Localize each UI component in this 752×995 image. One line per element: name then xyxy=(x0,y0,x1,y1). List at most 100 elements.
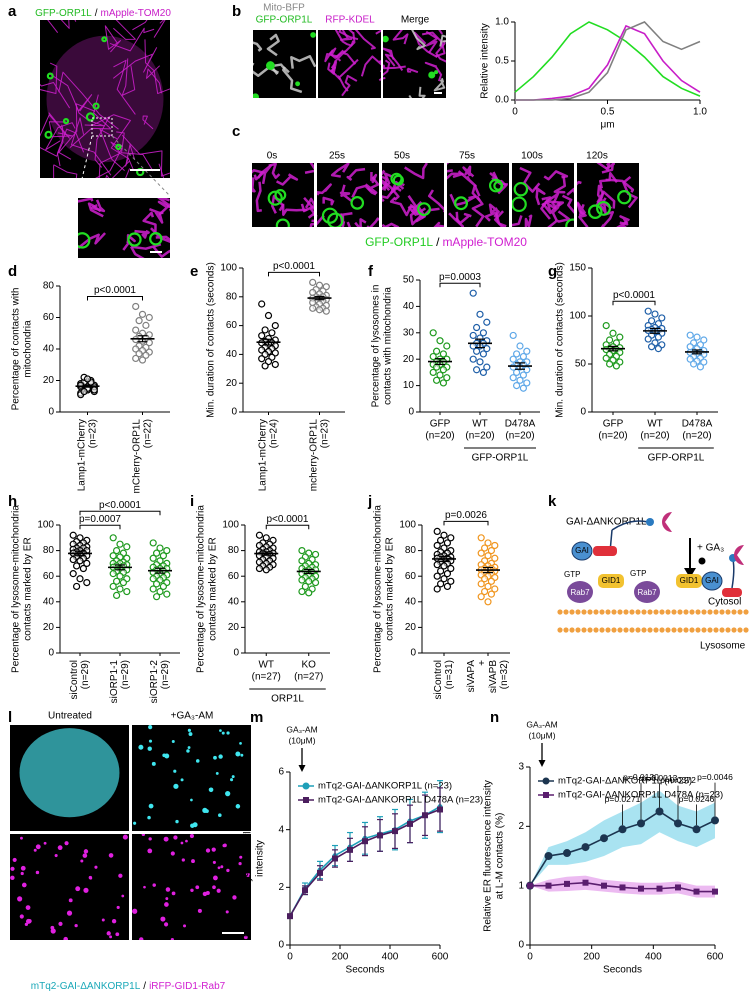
structure xyxy=(334,30,355,47)
x-tick-label: siVAPB xyxy=(488,660,499,693)
panel-label: f xyxy=(368,263,374,280)
marker xyxy=(437,806,443,813)
data-point xyxy=(487,590,495,598)
data-point xyxy=(644,307,652,315)
lipid xyxy=(659,627,665,633)
x-tick-label: (n=23) xyxy=(88,419,99,448)
vesicle xyxy=(253,93,259,98)
data-point xyxy=(258,300,266,308)
marker xyxy=(600,834,608,843)
structure xyxy=(605,178,635,193)
vesicle xyxy=(218,813,222,817)
data-point xyxy=(159,582,167,591)
y-tick-label: 40 xyxy=(405,596,417,607)
data-point xyxy=(79,564,88,573)
vesicle xyxy=(181,858,185,862)
gid1 xyxy=(598,574,624,588)
data-point xyxy=(439,350,447,358)
vesicle xyxy=(127,232,142,247)
lipid xyxy=(731,609,737,615)
data-point xyxy=(298,557,306,565)
y-tick-label: 80 xyxy=(43,281,55,292)
legend-marker xyxy=(302,782,310,790)
data-point xyxy=(109,552,117,560)
micrograph xyxy=(40,20,170,178)
vesicle xyxy=(116,905,120,910)
vesicle xyxy=(190,888,194,893)
data-point xyxy=(609,329,617,337)
y-tick-label: 80 xyxy=(405,545,417,556)
vesicle xyxy=(226,731,230,735)
y-axis-label: mitochondria xyxy=(23,320,34,378)
vesicle xyxy=(10,866,15,871)
panel-label: m xyxy=(250,709,263,726)
vesicle xyxy=(310,32,316,38)
structure xyxy=(53,165,55,178)
vesicle xyxy=(132,908,138,914)
image-background xyxy=(253,30,316,98)
lipid xyxy=(683,609,689,615)
data-point xyxy=(80,387,88,396)
vesicle xyxy=(185,839,188,843)
vesicle xyxy=(190,798,193,802)
x-tick-label: (n=31) xyxy=(444,660,455,689)
vesicle xyxy=(205,848,211,853)
lipid xyxy=(617,627,623,633)
y-tick-label: 4 xyxy=(278,824,284,835)
data-point xyxy=(491,541,499,550)
vesicle xyxy=(225,910,229,914)
rab7 xyxy=(567,581,593,603)
structure xyxy=(406,67,419,74)
y-tick-label: 20 xyxy=(43,375,55,386)
y-axis-label: intensity xyxy=(255,840,266,877)
structure xyxy=(40,112,70,139)
structure xyxy=(125,144,136,172)
y-axis-label: contacts with mitochondria xyxy=(383,287,394,405)
data-point xyxy=(145,313,153,322)
vesicle xyxy=(212,860,216,864)
vesicle xyxy=(208,787,214,793)
vesicle xyxy=(63,936,68,940)
micrograph xyxy=(10,834,129,940)
image-background xyxy=(318,30,381,98)
data-point xyxy=(602,354,610,362)
data-point xyxy=(311,578,320,587)
data-point xyxy=(433,527,441,536)
structure xyxy=(484,211,507,227)
data-point xyxy=(69,570,77,578)
structure xyxy=(577,202,586,217)
data-point xyxy=(76,575,84,583)
structure xyxy=(150,227,170,243)
lipid xyxy=(611,609,617,615)
lipid xyxy=(617,609,623,615)
vesicle xyxy=(454,196,468,211)
p-value: p=0.0007 xyxy=(79,514,121,525)
data-point xyxy=(264,311,273,320)
structure xyxy=(309,207,314,227)
linker-domain xyxy=(722,588,742,597)
structure xyxy=(471,197,485,227)
p-value: p=0.0013 xyxy=(642,773,678,783)
vesicle xyxy=(219,729,222,732)
data-point xyxy=(483,318,491,326)
vesicle xyxy=(383,35,389,43)
lipid xyxy=(701,609,707,615)
x-axis-label: Seconds xyxy=(346,965,385,976)
x-tick-label: 200 xyxy=(583,952,600,963)
lipid xyxy=(671,609,677,615)
structure xyxy=(540,196,552,220)
data-point xyxy=(436,337,444,345)
micrograph xyxy=(132,725,251,831)
marker xyxy=(581,843,590,852)
error-band xyxy=(530,790,715,886)
x-tick-label: WT xyxy=(258,660,274,671)
x-tick-label: (n=20) xyxy=(465,431,494,442)
vesicle xyxy=(35,844,41,850)
vesicle xyxy=(35,870,40,875)
data-point xyxy=(516,342,524,350)
structure xyxy=(116,131,154,172)
data-point xyxy=(159,552,167,560)
y-axis-label: Relative intensity xyxy=(480,23,491,99)
vesicle xyxy=(122,834,128,840)
data-point xyxy=(436,371,444,379)
